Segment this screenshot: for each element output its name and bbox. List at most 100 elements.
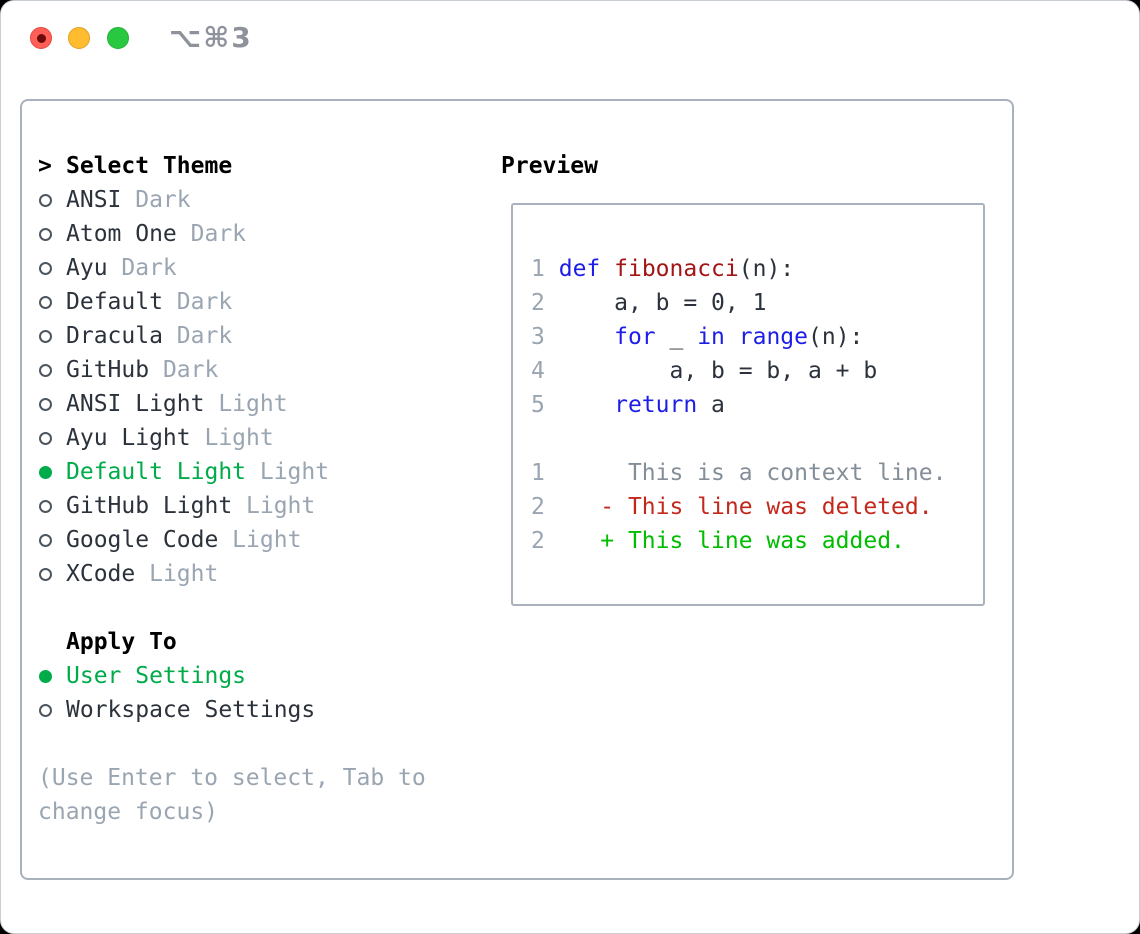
window-title: ⌥⌘3 — [169, 21, 253, 54]
theme-item-dracula[interactable]: Dracula Dark — [38, 319, 426, 353]
radio-marker — [38, 465, 66, 479]
line-number: 2 — [531, 494, 545, 520]
option-label: User Settings — [66, 663, 247, 689]
code-token — [545, 324, 614, 350]
radio-marker — [38, 363, 66, 377]
theme-variant-tag: Dark — [107, 255, 177, 281]
radio-marker — [38, 329, 66, 343]
radio-circle-icon — [39, 533, 52, 547]
code-token: - This line was deleted. — [544, 494, 933, 520]
code-token: _ — [655, 324, 698, 350]
code-token: (n): — [808, 324, 864, 350]
theme-variant-tag: Light — [232, 493, 316, 519]
minimize-button[interactable] — [68, 27, 90, 49]
option-label: XCode — [66, 561, 136, 587]
option-label: Default Light — [66, 459, 247, 485]
apply-to-label: Apply To — [66, 629, 177, 655]
radio-marker — [38, 295, 66, 309]
option-label: ANSI — [66, 187, 122, 213]
code-token: return — [614, 392, 698, 418]
line-number: 1 — [531, 460, 545, 486]
radio-circle-icon — [39, 567, 52, 581]
theme-item-default-light[interactable]: Default Light Light — [38, 455, 426, 489]
code-token: for — [614, 324, 656, 350]
radio-marker — [38, 703, 66, 717]
theme-variant-tag: Dark — [162, 289, 233, 315]
select-theme-label: Select Theme — [66, 153, 233, 179]
option-label: Default — [66, 289, 163, 315]
radio-circle-icon — [39, 227, 52, 241]
theme-item-atom-one[interactable]: Atom One Dark — [38, 217, 426, 251]
selected-radio-icon — [39, 465, 52, 479]
code-line: 2 - This line was deleted. — [531, 490, 946, 524]
theme-variant-tag: Dark — [176, 221, 247, 247]
code-line: 1 def fibonacci(n): — [531, 252, 946, 286]
code-token: def — [558, 256, 601, 282]
apply-option-user-settings[interactable]: User Settings — [38, 659, 426, 693]
option-label: Atom One — [66, 221, 177, 247]
code-token: a, b = 0, 1 — [544, 290, 767, 316]
code-line: 1 This is a context line. — [531, 456, 946, 490]
preview-header: Preview — [501, 153, 598, 179]
theme-list: ANSI Dark Atom One Dark Ayu Dark Default Da… — [38, 183, 426, 591]
theme-item-github[interactable]: GitHub Dark — [38, 353, 426, 387]
theme-variant-tag: Dark — [162, 323, 233, 349]
radio-circle-icon — [39, 329, 52, 343]
theme-picker-panel: > Select Theme ANSI Dark Atom One Dark Ayu… — [20, 99, 1014, 880]
code-token — [545, 256, 559, 282]
hint-text: change focus) — [38, 799, 219, 825]
radio-marker — [38, 567, 66, 581]
option-label: ANSI Light — [66, 391, 205, 417]
theme-item-xcode[interactable]: XCode Light — [38, 557, 426, 591]
spacer — [38, 727, 426, 761]
radio-circle-icon — [39, 295, 52, 309]
code-token — [600, 256, 614, 282]
code-token: This is a context line. — [544, 460, 947, 486]
code-token — [545, 392, 614, 418]
code-token: range — [738, 324, 809, 350]
theme-variant-tag: Dark — [149, 357, 219, 383]
apply-to-header: Apply To — [38, 625, 426, 659]
theme-item-ayu-light[interactable]: Ayu Light Light — [38, 421, 426, 455]
theme-item-default[interactable]: Default Dark — [38, 285, 426, 319]
hint-line-1: (Use Enter to select, Tab to — [38, 761, 426, 795]
apply-option-workspace-settings[interactable]: Workspace Settings — [38, 693, 426, 727]
radio-marker — [38, 431, 66, 445]
zoom-button[interactable] — [107, 27, 129, 49]
theme-item-ansi-light[interactable]: ANSI Light Light — [38, 387, 426, 421]
option-label: GitHub — [66, 357, 150, 383]
code-line: 2 + This line was added. — [531, 524, 946, 558]
line-number: 1 — [531, 256, 545, 282]
code-token: a — [697, 392, 725, 418]
close-button[interactable] — [30, 27, 52, 49]
theme-variant-tag: Light — [246, 459, 330, 485]
code-line: 3 for _ in range(n): — [531, 320, 946, 354]
option-label: Dracula — [66, 323, 163, 349]
radio-circle-icon — [39, 397, 52, 411]
radio-marker — [38, 261, 66, 275]
radio-circle-icon — [39, 261, 52, 275]
theme-item-google-code[interactable]: Google Code Light — [38, 523, 426, 557]
theme-variant-tag: Light — [218, 527, 302, 553]
theme-variant-tag: Light — [135, 561, 219, 587]
radio-marker — [38, 533, 66, 547]
radio-circle-icon — [39, 703, 52, 717]
theme-item-ayu[interactable]: Ayu Dark — [38, 251, 426, 285]
code-token: (n): — [738, 256, 795, 282]
option-label: Ayu Light — [66, 425, 191, 451]
option-label: GitHub Light — [66, 493, 233, 519]
radio-marker — [38, 397, 66, 411]
theme-sidebar: > Select Theme ANSI Dark Atom One Dark Ayu… — [38, 149, 426, 829]
code-token: in — [697, 324, 725, 350]
line-number: 2 — [531, 528, 545, 554]
code-line: 2 a, b = 0, 1 — [531, 286, 946, 320]
radio-marker — [38, 227, 66, 241]
option-label: Ayu — [66, 255, 108, 281]
theme-item-ansi[interactable]: ANSI Dark — [38, 183, 426, 217]
selection-cursor-icon: > — [38, 153, 52, 179]
titlebar: ⌥⌘3 — [1, 1, 1139, 76]
theme-variant-tag: Light — [204, 391, 288, 417]
theme-item-github-light[interactable]: GitHub Light Light — [38, 489, 426, 523]
